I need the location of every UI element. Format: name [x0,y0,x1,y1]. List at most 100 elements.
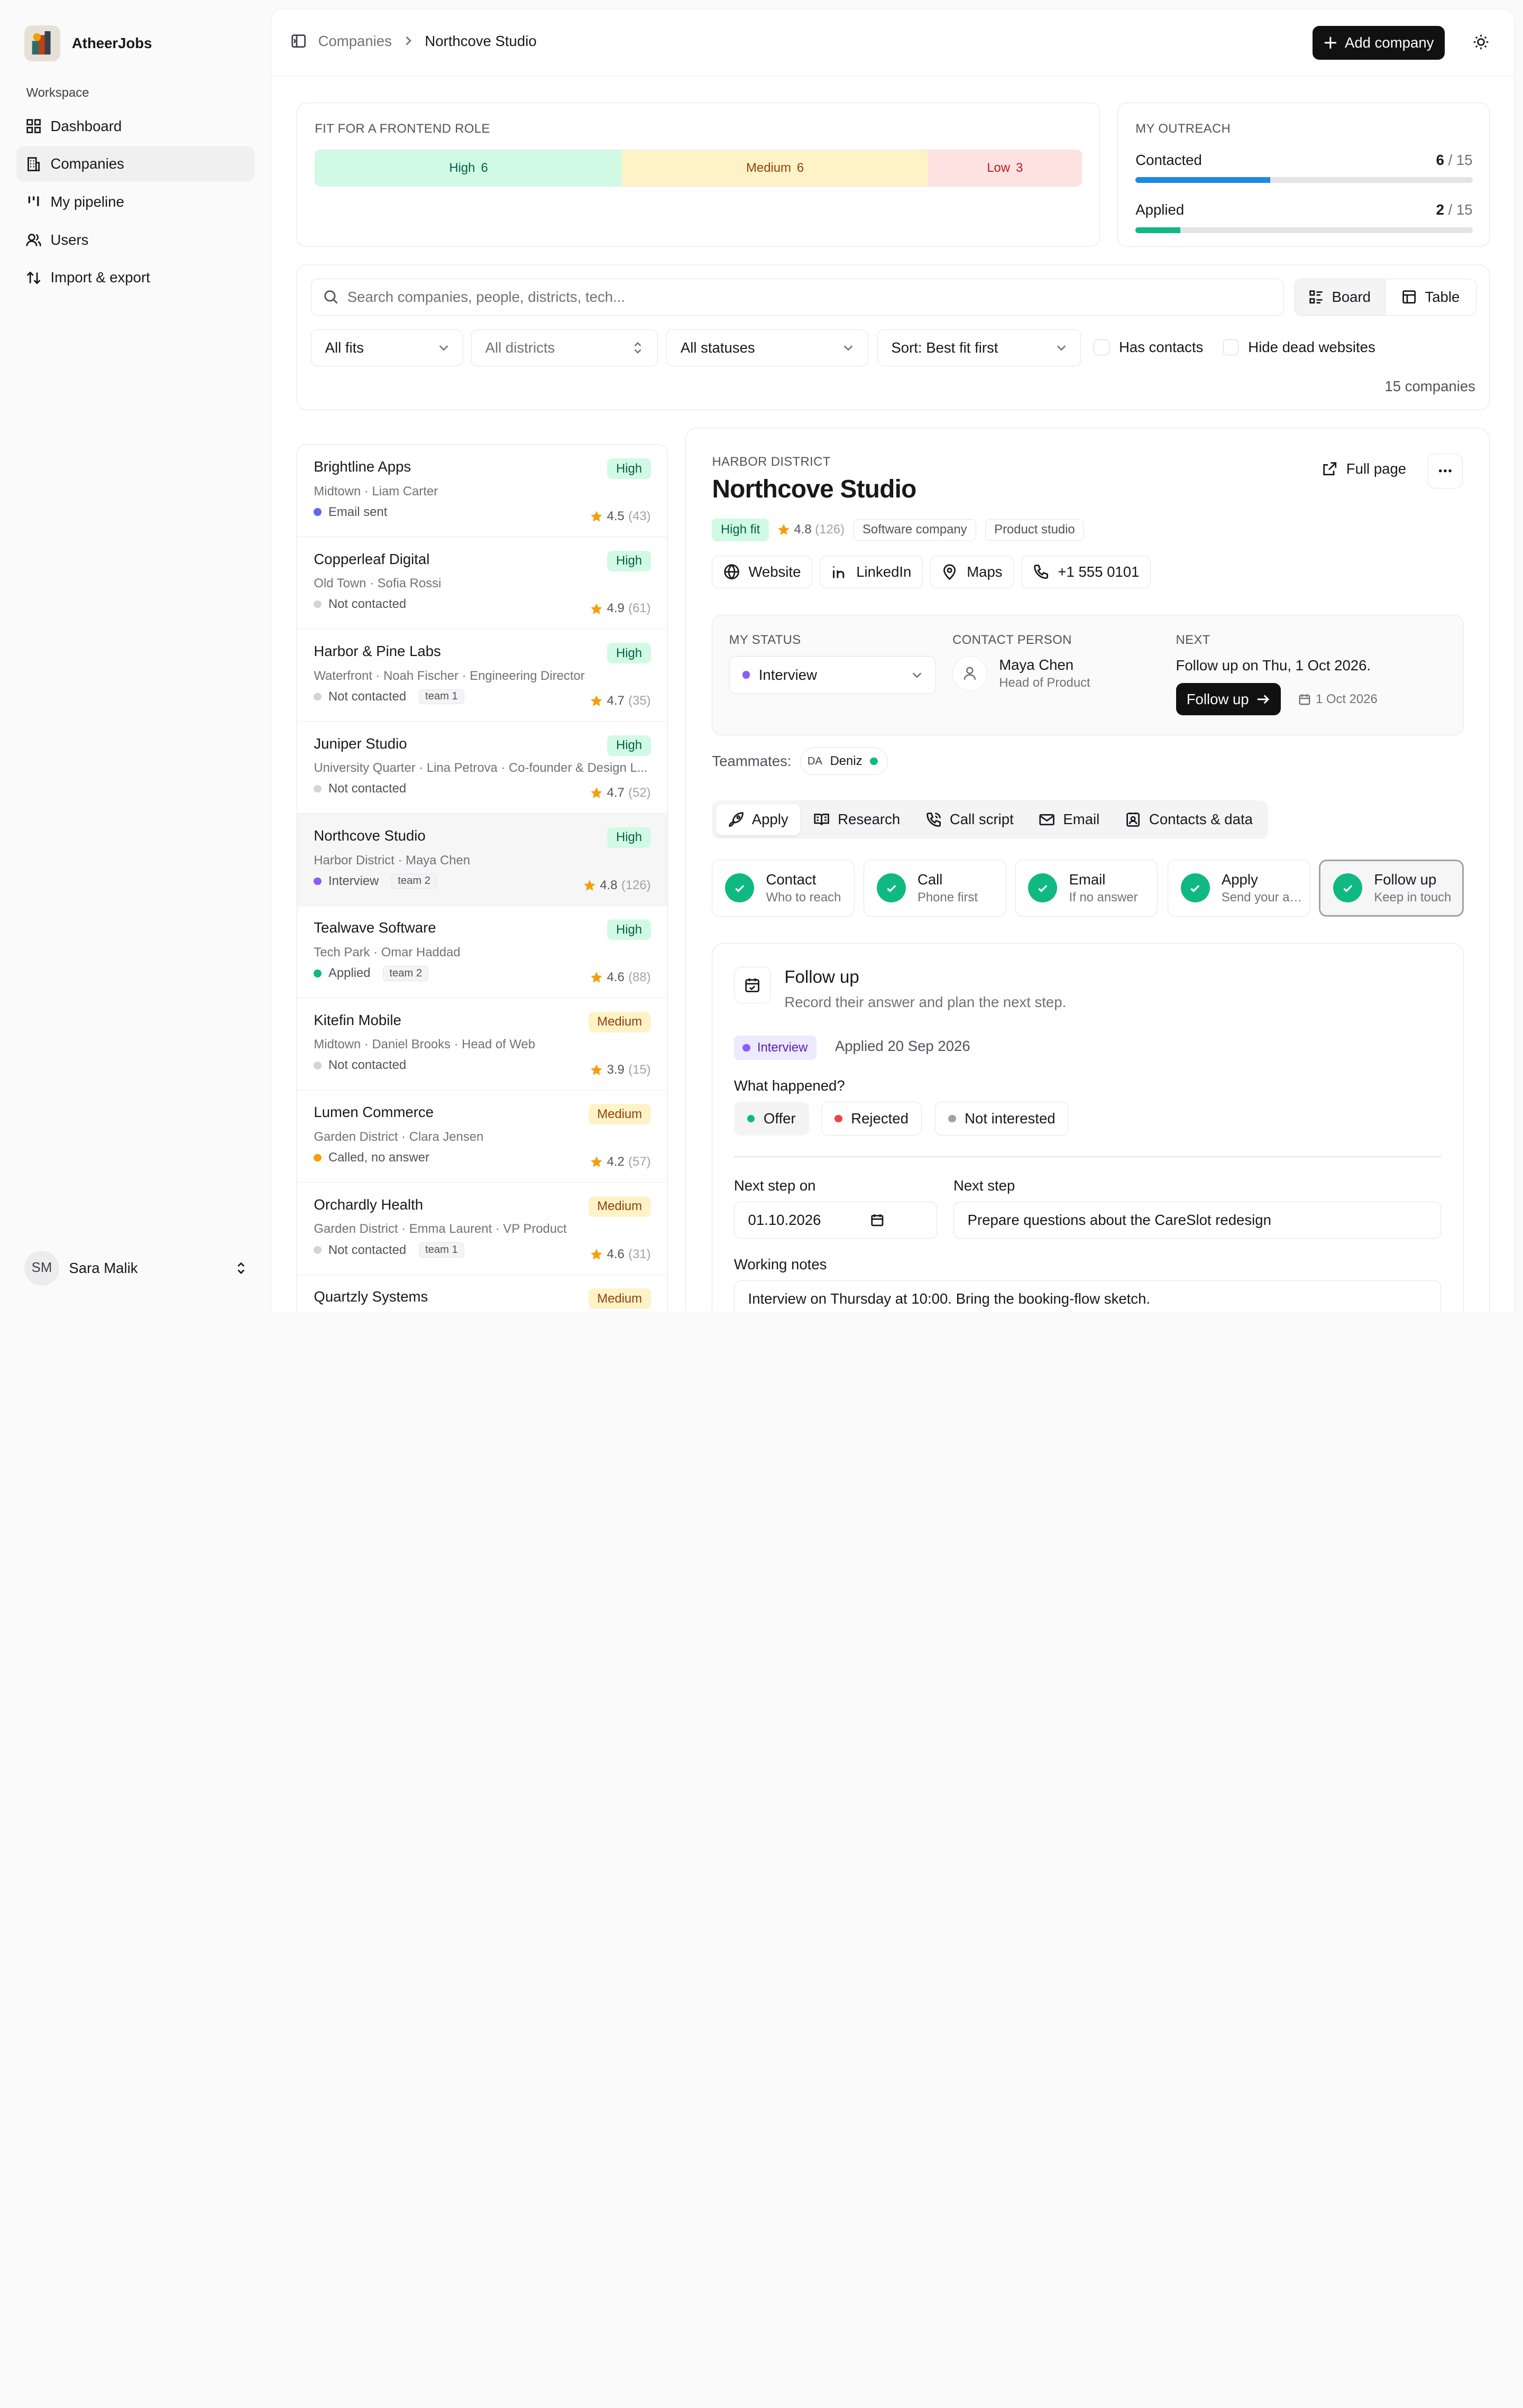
check-icon [725,873,755,903]
company-list-item[interactable]: Harbor & Pine Labs High Waterfront · Noah … [297,629,667,722]
globe-icon [723,564,740,580]
status-dot [314,693,322,701]
star-icon [590,787,603,799]
step-title: Contact [766,871,816,888]
contact-card-icon [1125,811,1141,828]
company-list-item[interactable]: Northcove Studio High Harbor District · Ma… [297,814,667,906]
theme-toggle-icon[interactable] [1472,33,1490,51]
chevron-down-icon [842,342,854,354]
teammate-chip[interactable]: DA Deniz [800,748,888,775]
tab-email[interactable]: Email [1027,804,1111,835]
company-list-item[interactable]: Juniper Studio High University Quarter · L… [297,722,667,814]
sort-select[interactable]: Sort: Best fit first [877,329,1081,366]
next-step-input[interactable]: Prepare questions about the CareSlot red… [953,1202,1441,1239]
not-interested-option[interactable]: Not interested [935,1101,1069,1136]
app-name: AtheerJobs [71,34,152,51]
status-dot [314,969,322,977]
chevron-up-down-icon [234,1261,248,1275]
company-subtitle: Garden District · Clara Jensen [314,1129,484,1144]
step-follow-up[interactable]: Follow up Keep in touch [1319,859,1464,917]
calendar-check-icon [733,966,771,1004]
company-name: Brightline Apps [314,458,411,475]
company-list-item[interactable]: Kitefin Mobile Medium Midtown · Daniel Bro… [297,998,667,1091]
sidebar-toggle-icon[interactable] [291,33,306,49]
breadcrumb-companies[interactable]: Companies [318,32,392,49]
maps-button[interactable]: Maps [930,555,1014,589]
step-email[interactable]: Email If no answer [1015,859,1158,917]
outreach-card: MY OUTREACH Contacted 6 / 15 Applied 2 / 1… [1117,102,1490,247]
table-view-button[interactable]: Table [1384,279,1476,316]
offer-option[interactable]: Offer [733,1101,809,1136]
linkedin-icon [831,564,847,580]
next-label: NEXT [1176,632,1210,647]
grid-icon [25,118,42,134]
tab-call-script[interactable]: Call script [914,804,1025,835]
status-select[interactable]: All statuses [666,329,869,366]
rocket-icon [728,811,744,828]
fit-segment-medium[interactable]: Medium 6 [621,150,929,186]
step-call[interactable]: Call Phone first [863,859,1006,917]
brand[interactable]: AtheerJobs [24,25,152,61]
star-icon [590,971,603,984]
user-menu[interactable]: SM Sara Malik [24,1250,248,1286]
fit-select[interactable]: All fits [310,329,464,366]
companies-count: 15 companies [1384,377,1475,394]
company-subtitle: Midtown · Daniel Brooks · Head of Web [314,1037,536,1052]
company-list-item[interactable]: Tealwave Software High Tech Park · Omar Ha… [297,906,667,999]
board-view-button[interactable]: Board [1294,279,1385,316]
company-list-item[interactable]: Orchardly Health Medium Garden District · … [297,1183,667,1275]
hide-dead-websites-checkbox[interactable]: Hide dead websites [1223,339,1375,356]
company-list-item[interactable]: Quartzly Systems Medium [297,1275,667,1313]
company-list-item[interactable]: Lumen Commerce Medium Garden District · Cl… [297,1091,667,1183]
follow-up-button[interactable]: Follow up [1176,683,1281,715]
rejected-option[interactable]: Rejected [821,1101,922,1136]
star-icon [590,1156,603,1168]
company-status: Not contacted [314,781,650,796]
contact-person[interactable]: Maya Chen Head of Product [952,656,1090,691]
status-select[interactable]: Interview [729,656,936,694]
phone-button[interactable]: +1 555 0101 [1021,555,1151,589]
tab-contacts-data[interactable]: Contacts & data [1113,804,1264,835]
app-logo [24,25,60,61]
phone-call-icon [925,811,942,828]
status-dot [314,1154,322,1162]
tab-research[interactable]: Research [802,804,912,835]
company-name: Juniper Studio [314,735,407,752]
next-step-date-input[interactable]: 01.10.2026 [733,1202,937,1239]
fit-segment-low[interactable]: Low 3 [928,150,1082,186]
has-contacts-checkbox[interactable]: Has contacts [1094,339,1203,356]
search-input[interactable]: Search companies, people, districts, tec… [310,279,1285,316]
company-list-item[interactable]: Copperleaf Digital High Old Town · Sofia R… [297,537,667,630]
breadcrumb: Companies Northcove Studio [291,32,537,50]
check-icon [1028,873,1058,903]
more-options-button[interactable] [1428,453,1463,488]
tab-apply[interactable]: Apply [715,804,800,835]
fit-badge: High fit [712,518,769,541]
star-icon [590,510,603,523]
sidebar: AtheerJobs Workspace Dashboard Companies… [0,0,271,1312]
sidebar-item-dashboard[interactable]: Dashboard [16,109,254,144]
working-notes-textarea[interactable]: Interview on Thursday at 10:00. Bring th… [733,1280,1441,1313]
sidebar-item-pipeline[interactable]: My pipeline [16,184,254,219]
step-title: Follow up [1374,871,1437,888]
step-apply[interactable]: Apply Send your application [1167,859,1310,917]
divider [733,1156,1441,1157]
external-link-icon [1322,461,1337,476]
company-subtitle: Harbor District · Maya Chen [314,853,471,868]
website-button[interactable]: Website [712,555,812,589]
main-panel: Companies Northcove Studio Add company F… [271,8,1516,1313]
company-rating: 4.7 (35) [590,694,651,708]
sidebar-item-companies[interactable]: Companies [16,146,255,182]
fit-segment-high[interactable]: High 6 [315,150,622,186]
sidebar-item-import-export[interactable]: Import & export [16,260,254,295]
fit-badge: Medium [588,1104,651,1125]
linkedin-button[interactable]: LinkedIn [820,555,923,589]
add-company-button[interactable]: Add company [1313,25,1445,60]
full-page-button[interactable]: Full page [1322,460,1406,477]
district-select[interactable]: All districts [471,329,658,366]
users-icon [25,232,42,248]
fit-badge: Medium [588,1288,651,1309]
step-contact[interactable]: Contact Who to reach [712,859,855,917]
sidebar-item-users[interactable]: Users [16,223,254,257]
company-list-item[interactable]: Brightline Apps High Midtown · Liam Carter… [297,445,667,537]
